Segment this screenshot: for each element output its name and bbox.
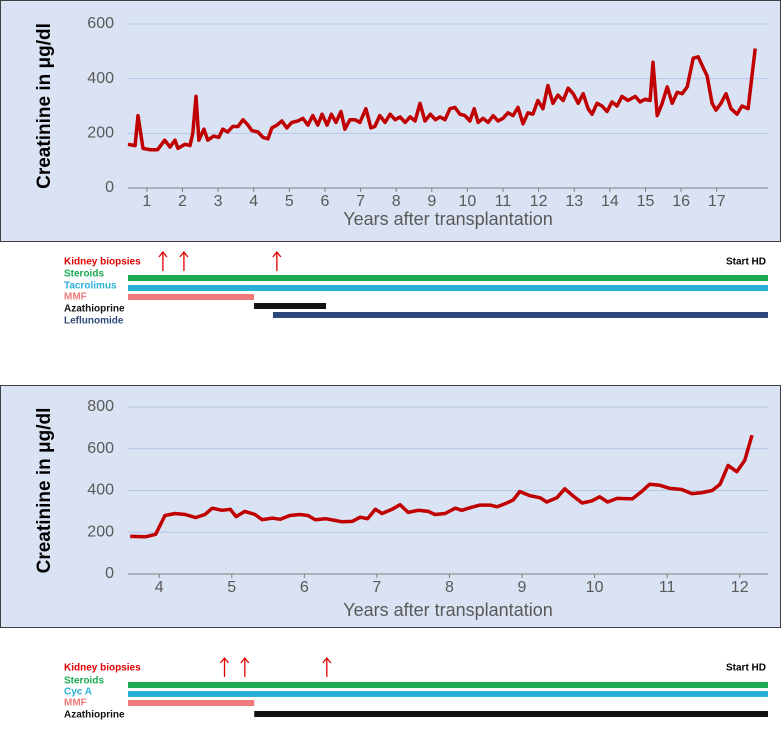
x-tick-label: 9: [518, 579, 527, 596]
drug-label: Cyc A: [64, 687, 92, 698]
drug-label: Leflunomide: [64, 316, 124, 327]
drug-bar: [254, 303, 327, 309]
x-tick-label: 17: [708, 193, 726, 210]
biopsy-arrow: [179, 250, 189, 271]
x-tick-label: 13: [565, 193, 583, 210]
y-tick-label: 200: [87, 523, 114, 540]
drug-label: Azathioprine: [64, 304, 125, 315]
y-tick-label: 0: [105, 179, 114, 196]
x-axis-label: Years after transplantation: [343, 600, 552, 620]
biopsy-arrow: [220, 656, 230, 677]
biopsy-arrow: [272, 250, 282, 271]
arrow-head: [179, 250, 189, 258]
y-tick-label: 800: [87, 398, 114, 415]
drug-label: Tacrolimus: [64, 281, 117, 292]
x-tick-label: 15: [637, 193, 655, 210]
x-tick-label: 4: [155, 579, 164, 596]
biopsy-arrow: [240, 656, 250, 677]
data-line: [127, 48, 757, 152]
y-tick-label: 200: [87, 125, 114, 142]
x-tick-label: 16: [672, 193, 690, 210]
x-tick-label: 1: [142, 193, 151, 210]
panel: [0, 385, 781, 628]
drug-bar: [128, 691, 768, 697]
x-tick-label: 2: [178, 193, 187, 210]
x-tick-label: 10: [586, 579, 604, 596]
x-tick-label: 9: [427, 193, 436, 210]
x-tick-label: 11: [495, 193, 512, 210]
x-tick-label: 4: [249, 193, 258, 210]
x-tick-label: 14: [601, 193, 619, 210]
x-tick-label: 8: [392, 193, 401, 210]
drug-bar: [128, 700, 255, 706]
drug-label: Steroids: [64, 269, 104, 280]
x-tick-label: 5: [227, 579, 236, 596]
y-tick-label: 400: [87, 482, 114, 499]
y-axis-label: Creatinine in μg/dl: [34, 23, 55, 189]
x-tick-label: 12: [731, 579, 749, 596]
y-axis-label: Creatinine in μg/dl: [34, 408, 55, 574]
panel: [0, 0, 781, 242]
x-axis-label: Years after transplantation: [343, 209, 552, 229]
arrow-head: [240, 656, 250, 664]
drug-label: Steroids: [64, 676, 104, 687]
drug-bar: [272, 312, 768, 318]
events-label: Kidney biopsies: [64, 257, 141, 268]
events-label: Kidney biopsies: [64, 663, 141, 674]
x-tick-label: 5: [285, 193, 294, 210]
x-tick-label: 10: [459, 193, 477, 210]
x-tick-label: 7: [372, 579, 381, 596]
x-tick-label: 12: [530, 193, 548, 210]
drug-label: MMF: [64, 698, 87, 709]
y-tick-label: 0: [105, 565, 114, 582]
drug-label: MMF: [64, 292, 87, 303]
drug-bar: [128, 682, 768, 688]
y-tick-label: 400: [87, 70, 114, 87]
drug-bar: [128, 285, 768, 291]
data-line: [130, 434, 754, 539]
drug-bar: [254, 711, 769, 717]
arrow-head: [158, 250, 168, 258]
end-label: Start HD: [726, 257, 766, 268]
biopsy-arrow: [158, 250, 168, 271]
drug-label: Azathioprine: [64, 710, 125, 721]
end-label: Start HD: [726, 663, 766, 674]
drug-bar: [128, 294, 255, 300]
x-tick-label: 6: [300, 579, 309, 596]
biopsy-arrow: [322, 656, 332, 677]
y-tick-label: 600: [87, 15, 114, 32]
arrow-head: [322, 656, 332, 664]
drug-bar: [128, 275, 768, 281]
x-tick-label: 3: [214, 193, 223, 210]
x-tick-label: 8: [445, 579, 454, 596]
x-tick-label: 11: [659, 579, 676, 596]
arrow-head: [272, 250, 282, 258]
y-tick-label: 600: [87, 440, 114, 457]
x-tick-label: 6: [320, 193, 329, 210]
x-tick-label: 7: [356, 193, 365, 210]
arrow-head: [220, 656, 230, 664]
